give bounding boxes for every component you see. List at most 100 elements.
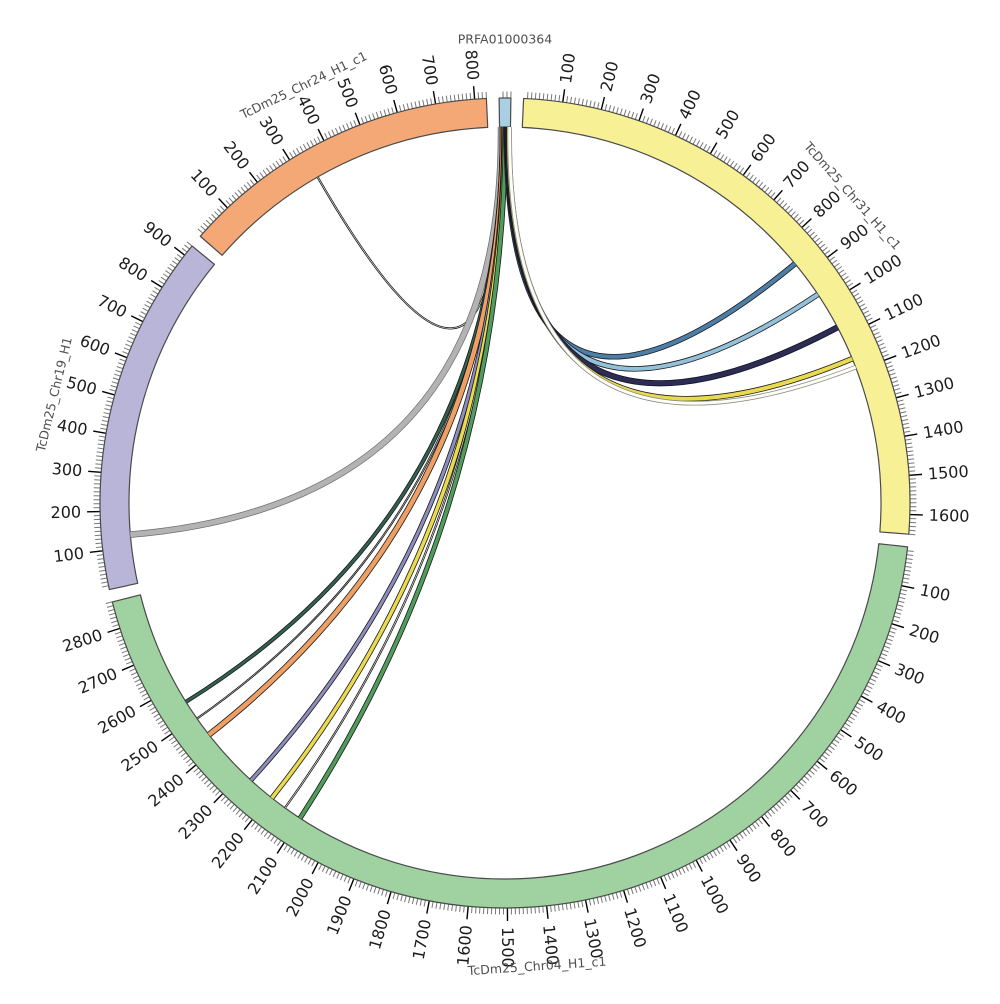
minor-tick xyxy=(895,612,901,614)
minor-tick xyxy=(686,865,689,871)
minor-tick xyxy=(765,187,769,192)
minor-tick xyxy=(393,893,395,899)
minor-tick xyxy=(99,436,105,437)
minor-tick xyxy=(891,377,897,379)
minor-tick xyxy=(594,101,595,107)
tick-label: 1100 xyxy=(881,289,926,324)
minor-tick xyxy=(868,682,874,685)
minor-tick xyxy=(296,148,299,154)
minor-tick xyxy=(898,404,904,406)
minor-tick xyxy=(796,217,801,222)
minor-tick xyxy=(344,876,347,882)
tick-label: 1800 xyxy=(365,907,395,951)
minor-tick xyxy=(98,440,104,441)
minor-tick xyxy=(385,891,387,897)
minor-tick xyxy=(118,640,124,642)
minor-tick xyxy=(110,617,116,619)
minor-tick xyxy=(154,714,160,717)
minor-tick xyxy=(407,103,409,109)
minor-tick xyxy=(95,535,101,536)
minor-tick xyxy=(878,343,884,346)
tick-label: 400 xyxy=(675,87,705,123)
minor-tick xyxy=(186,759,191,763)
minor-tick xyxy=(804,776,809,780)
minor-tick xyxy=(547,94,548,100)
minor-tick xyxy=(361,117,363,123)
link-ribbon xyxy=(285,127,505,808)
minor-tick xyxy=(214,212,219,217)
tick-label: 1900 xyxy=(323,893,356,938)
minor-tick xyxy=(258,827,262,832)
minor-tick xyxy=(832,260,837,264)
minor-tick xyxy=(412,898,413,904)
minor-tick xyxy=(859,699,865,702)
minor-tick xyxy=(755,821,759,826)
major-tick xyxy=(433,91,435,104)
minor-tick xyxy=(683,133,686,139)
segment-name-TcDm25_Chr04_H1_c1: TcDm25_Chr04_H1_c1 xyxy=(466,954,606,979)
minor-tick xyxy=(204,780,209,784)
minor-tick xyxy=(136,683,142,686)
minor-tick xyxy=(863,311,869,314)
minor-tick xyxy=(139,315,145,318)
minor-tick xyxy=(392,107,394,113)
minor-tick xyxy=(740,168,744,173)
tick-label: 1000 xyxy=(697,872,733,917)
minor-tick xyxy=(369,115,371,121)
minor-tick xyxy=(456,905,457,911)
minor-tick xyxy=(99,570,105,571)
minor-tick xyxy=(768,190,772,195)
major-tick xyxy=(904,434,917,436)
minor-tick xyxy=(907,555,913,556)
minor-tick xyxy=(183,756,188,760)
minor-tick xyxy=(328,131,331,137)
minor-tick xyxy=(822,247,827,251)
minor-tick xyxy=(255,824,259,829)
minor-tick xyxy=(620,109,622,115)
minor-tick xyxy=(632,112,634,118)
minor-tick xyxy=(123,654,129,656)
minor-tick xyxy=(908,463,914,464)
minor-tick xyxy=(752,824,756,829)
minor-tick xyxy=(160,724,165,728)
minor-tick xyxy=(707,146,710,152)
minor-tick xyxy=(843,276,848,280)
link-ribbon-edge xyxy=(285,127,505,808)
minor-tick xyxy=(851,290,857,293)
tick-label: 200 xyxy=(50,502,81,522)
minor-tick xyxy=(382,889,384,895)
minor-tick xyxy=(733,838,737,843)
minor-tick xyxy=(118,363,124,365)
minor-tick xyxy=(148,298,154,301)
major-tick xyxy=(467,906,468,919)
minor-tick xyxy=(169,737,174,741)
minor-tick xyxy=(908,467,914,468)
minor-tick xyxy=(665,125,668,131)
minor-tick xyxy=(779,801,783,806)
minor-tick xyxy=(605,896,607,902)
minor-tick xyxy=(872,675,878,678)
tick-label: 600 xyxy=(77,331,112,360)
minor-tick xyxy=(343,125,346,131)
minor-tick xyxy=(209,217,214,222)
minor-tick xyxy=(162,727,167,731)
minor-tick xyxy=(111,621,117,623)
major-tick xyxy=(394,100,397,113)
minor-tick xyxy=(679,131,682,137)
minor-tick xyxy=(277,840,281,845)
minor-tick xyxy=(99,566,105,567)
minor-tick xyxy=(152,711,158,714)
tick-label: 2600 xyxy=(95,701,140,737)
minor-tick xyxy=(624,110,626,116)
minor-tick xyxy=(904,431,910,432)
segment-bands xyxy=(100,98,910,908)
minor-tick xyxy=(880,657,886,659)
minor-tick xyxy=(260,172,264,177)
minor-tick xyxy=(141,312,147,315)
minor-tick xyxy=(597,897,598,903)
minor-tick xyxy=(593,898,594,904)
minor-tick xyxy=(401,895,403,901)
minor-tick xyxy=(273,163,277,168)
minor-tick xyxy=(829,746,834,750)
